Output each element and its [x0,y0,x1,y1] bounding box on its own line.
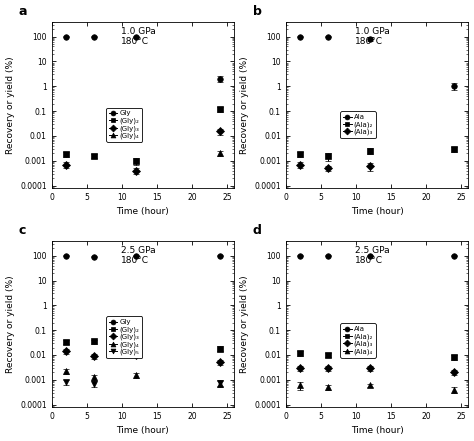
Text: d: d [253,224,262,237]
Y-axis label: Recovery or yield (%): Recovery or yield (%) [6,56,15,153]
Text: 1.0 GPa
180°C: 1.0 GPa 180°C [355,26,390,46]
Text: 1.0 GPa
180°C: 1.0 GPa 180°C [121,26,156,46]
Text: b: b [253,5,262,19]
Text: 2.5 GPa
180°C: 2.5 GPa 180°C [121,246,155,265]
Y-axis label: Recovery or yield (%): Recovery or yield (%) [240,275,249,373]
Y-axis label: Recovery or yield (%): Recovery or yield (%) [6,275,15,373]
Legend: Gly, (Gly)₂, (Gly)₃, (Gly)₄, (Gly)₅: Gly, (Gly)₂, (Gly)₃, (Gly)₄, (Gly)₅ [106,316,142,358]
X-axis label: Time (hour): Time (hour) [351,426,403,435]
X-axis label: Time (hour): Time (hour) [117,207,169,217]
Legend: Ala, (Ala)₂, (Ala)₃: Ala, (Ala)₂, (Ala)₃ [340,112,376,138]
Legend: Ala, (Ala)₂, (Ala)₃, (Ala)₄: Ala, (Ala)₂, (Ala)₃, (Ala)₄ [340,323,376,358]
Text: a: a [19,5,27,19]
Legend: Gly, (Gly)₂, (Gly)₃, (Gly)₄: Gly, (Gly)₂, (Gly)₃, (Gly)₄ [106,108,142,142]
Text: 2.5 GPa
180°C: 2.5 GPa 180°C [355,246,390,265]
X-axis label: Time (hour): Time (hour) [117,426,169,435]
Text: c: c [19,224,26,237]
X-axis label: Time (hour): Time (hour) [351,207,403,217]
Y-axis label: Recovery or yield (%): Recovery or yield (%) [240,56,249,153]
